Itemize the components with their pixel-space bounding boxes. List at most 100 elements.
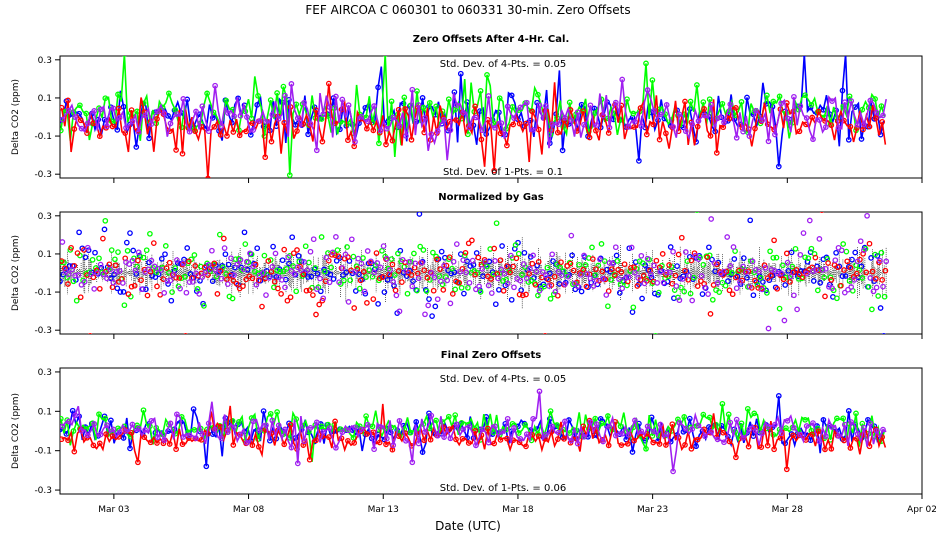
- data-point: [142, 112, 148, 119]
- data-point: [523, 99, 530, 106]
- data-point: [651, 428, 657, 435]
- data-point: [803, 270, 810, 277]
- data-point: [806, 217, 813, 224]
- data-point: [74, 250, 81, 256]
- data-point: [350, 253, 357, 260]
- data-point: [850, 274, 857, 280]
- data-point: [96, 411, 102, 418]
- data-point: [141, 434, 148, 441]
- data-point: [829, 98, 835, 104]
- data-point: [89, 256, 96, 263]
- data-point: [396, 123, 403, 129]
- data-point: [479, 265, 486, 272]
- x-tick-label: Apr 02: [907, 505, 936, 515]
- data-point: [720, 429, 727, 436]
- data-point: [415, 102, 422, 108]
- data-point: [518, 287, 525, 293]
- data-point: [848, 419, 855, 425]
- data-point: [515, 250, 522, 257]
- data-point: [440, 287, 447, 293]
- data-point: [496, 95, 503, 102]
- data-point: [854, 121, 861, 128]
- data-point: [649, 433, 656, 439]
- data-point: [501, 270, 508, 277]
- data-point: [649, 77, 656, 83]
- data-point: [614, 258, 621, 264]
- data-point: [168, 297, 175, 304]
- data-point: [104, 123, 110, 130]
- data-point: [873, 427, 880, 434]
- data-point: [589, 256, 596, 262]
- data-point: [465, 440, 472, 446]
- data-point: [417, 243, 424, 250]
- data-point: [247, 250, 253, 257]
- data-point: [733, 416, 740, 423]
- panel-2: Normalized by Gas 0.3 0.1 -0.1 -0.3 Delta CO2…: [11, 192, 923, 339]
- data-point: [689, 121, 696, 128]
- data-point: [612, 432, 619, 439]
- data-point: [631, 264, 637, 271]
- data-point: [94, 270, 101, 276]
- data-point: [726, 438, 733, 445]
- data-point: [530, 252, 536, 259]
- data-point: [244, 114, 250, 120]
- data-point: [97, 431, 104, 438]
- data-point: [347, 277, 354, 284]
- data-point: [846, 93, 853, 100]
- data-point: [733, 285, 740, 292]
- data-point: [289, 234, 296, 241]
- data-point: [792, 245, 799, 252]
- data-point: [529, 108, 536, 115]
- data-point: [233, 280, 240, 287]
- data-point: [427, 436, 434, 443]
- data-point: [854, 431, 861, 437]
- data-point: [371, 103, 377, 109]
- data-point: [140, 407, 147, 414]
- data-point: [410, 278, 416, 284]
- data-point: [865, 283, 872, 290]
- data-point: [249, 275, 256, 282]
- data-point: [224, 281, 231, 287]
- data-point: [556, 281, 563, 287]
- data-point: [859, 106, 866, 113]
- data-point: [546, 283, 552, 289]
- data-point: [752, 107, 759, 114]
- data-point: [616, 290, 623, 296]
- y-tick-label: -0.1: [34, 288, 52, 298]
- data-point: [879, 277, 886, 283]
- data-point: [154, 440, 160, 446]
- data-point: [840, 241, 847, 247]
- data-point: [822, 293, 828, 300]
- data-point: [842, 273, 849, 279]
- data-point: [497, 257, 504, 264]
- data-point: [339, 265, 346, 271]
- data-point: [881, 333, 886, 334]
- data-point: [370, 127, 377, 134]
- data-point: [702, 433, 708, 440]
- data-point: [240, 266, 247, 273]
- y-tick-label: 0.3: [38, 368, 52, 378]
- data-point: [217, 131, 224, 138]
- data-point: [574, 440, 581, 447]
- data-point: [582, 262, 589, 268]
- data-point: [625, 274, 632, 281]
- data-point: [288, 268, 295, 274]
- data-point: [750, 292, 757, 299]
- y-tick-label: -0.3: [34, 170, 52, 180]
- data-point: [430, 287, 437, 294]
- data-point: [517, 436, 524, 442]
- data-point: [272, 250, 279, 257]
- data-point: [305, 131, 311, 138]
- data-point: [120, 289, 127, 295]
- data-point: [326, 279, 333, 286]
- data-point: [765, 325, 772, 332]
- data-point: [419, 95, 426, 101]
- data-point: [350, 434, 357, 441]
- data-point: [205, 261, 212, 268]
- data-point: [104, 422, 110, 429]
- data-point: [586, 134, 593, 141]
- data-point: [389, 261, 396, 268]
- data-point: [536, 287, 543, 294]
- data-point: [708, 101, 715, 108]
- data-point: [667, 244, 674, 250]
